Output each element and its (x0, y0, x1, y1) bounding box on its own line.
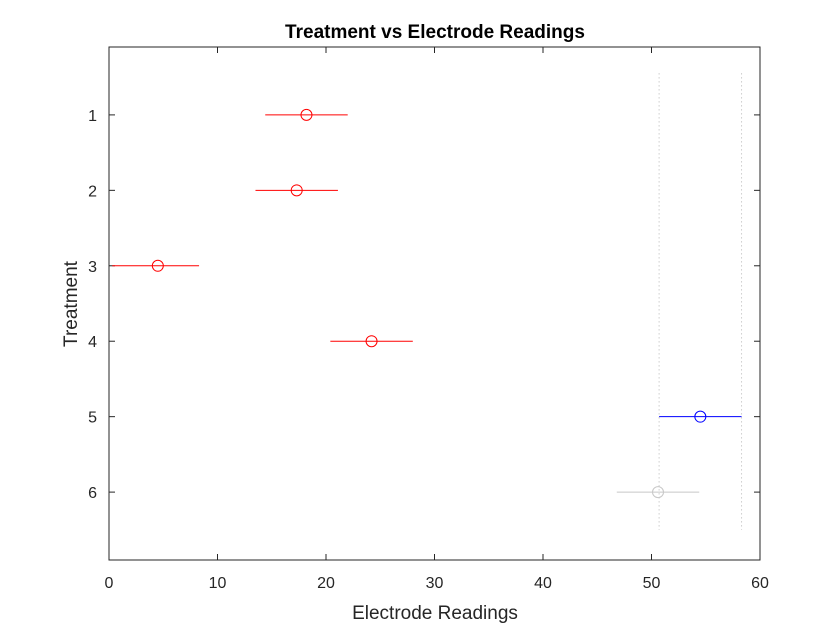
x-tick-label: 10 (209, 575, 227, 592)
y-tick-label: 6 (88, 485, 97, 502)
y-tick-label: 4 (88, 334, 97, 351)
mean-marker-4 (365, 335, 378, 348)
mean-marker-5 (694, 410, 707, 423)
mean-marker-6 (652, 486, 665, 499)
mean-marker-2 (290, 184, 303, 197)
y-tick-label: 3 (88, 259, 97, 276)
plot-area: 0 10 20 30 40 50 60 1 2 3 4 5 6 (88, 46, 769, 592)
x-tick-label: 60 (751, 575, 769, 592)
chart-title: Treatment vs Electrode Readings (285, 22, 585, 43)
y-axis-label: Treatment (61, 260, 82, 347)
y-tick-label: 5 (88, 410, 97, 427)
x-tick-label: 40 (534, 575, 552, 592)
x-tick-label: 20 (317, 575, 335, 592)
x-axis-label: Electrode Readings (352, 603, 518, 624)
x-tick-label: 0 (105, 575, 114, 592)
mean-marker-1 (300, 108, 313, 121)
mean-marker-3 (151, 259, 164, 272)
y-tick-label: 1 (88, 108, 97, 125)
x-tick-label: 50 (643, 575, 661, 592)
x-tick-label: 30 (426, 575, 444, 592)
y-tick-label: 2 (88, 183, 97, 200)
